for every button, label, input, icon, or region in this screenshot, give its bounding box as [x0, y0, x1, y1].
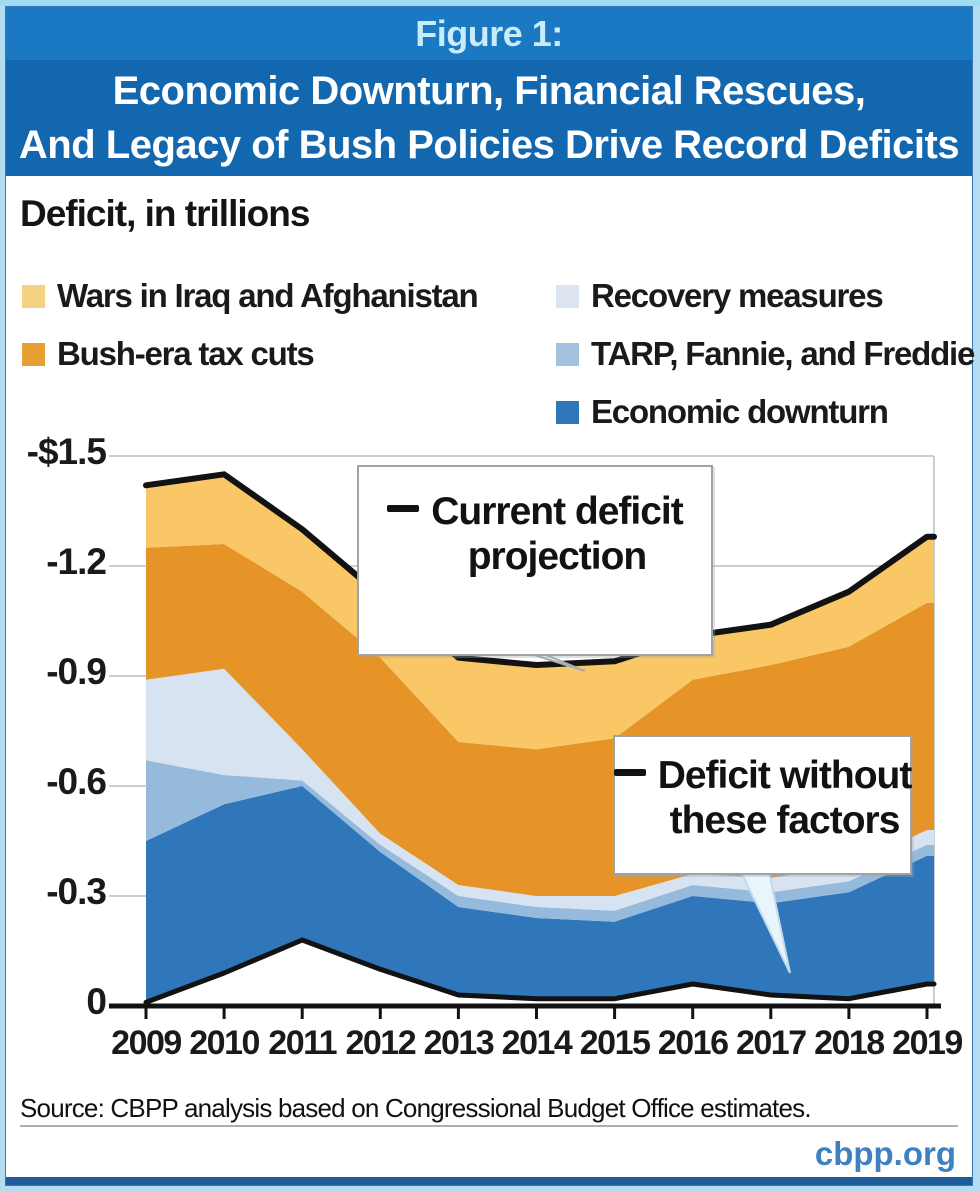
- line-sample-icon: [613, 769, 646, 776]
- callout-current-deficit: Current deficit projection: [357, 465, 713, 656]
- downturn-swatch-icon: [556, 400, 579, 424]
- x-tick-label: 2014: [501, 1024, 573, 1062]
- x-tick-label: 2013: [423, 1024, 495, 1062]
- title-band: Economic Downturn, Financial Rescues, An…: [6, 60, 972, 176]
- figure-panel: Figure 1: Economic Downturn, Financial R…: [5, 6, 975, 1186]
- tax-cuts-swatch-icon: [22, 342, 45, 366]
- x-tick-label: 2010: [189, 1024, 260, 1062]
- source-note: Source: CBPP analysis based on Congressi…: [20, 1093, 812, 1123]
- legend-item-wars: Wars in Iraq and Afghanistan: [22, 277, 479, 315]
- deficit-lines: [143, 471, 937, 1005]
- wars-swatch-icon: [22, 284, 45, 308]
- bottom-navy-bar: [6, 1177, 972, 1185]
- line-sample-icon: [387, 505, 420, 512]
- y-tick-label: -$1.5: [26, 430, 107, 472]
- y-tick-label: -0.6: [46, 760, 107, 802]
- x-tick-label: 2016: [657, 1024, 729, 1062]
- y-tick-label: -0.3: [46, 870, 107, 912]
- legend-item-recovery: Recovery measures: [556, 277, 884, 315]
- tarp-swatch-icon: [556, 342, 579, 366]
- x-tick-label: 2011: [268, 1024, 337, 1062]
- y-tick-label: -1.2: [46, 540, 107, 582]
- x-axis: [109, 1003, 941, 1019]
- callout-without-line2: these factors: [669, 799, 901, 843]
- legend-label: Bush-era tax cuts: [57, 335, 315, 372]
- callout-deficit-without: Deficit without these factors: [613, 735, 912, 875]
- recovery-swatch-icon: [556, 284, 579, 308]
- legend-label: Wars in Iraq and Afghanistan: [57, 277, 479, 314]
- chart-title-line2: And Legacy of Bush Policies Drive Record…: [18, 123, 960, 167]
- legend-label: TARP, Fannie, and Freddie: [591, 335, 975, 372]
- y-tick-label: -0.9: [46, 650, 107, 692]
- y-tick-label: 0: [86, 981, 107, 1022]
- figure-label: Figure 1:: [415, 12, 563, 54]
- legend-item-downturn: Economic downturn: [556, 393, 889, 431]
- legend-label: Economic downturn: [591, 393, 889, 430]
- chart-title-line1: Economic Downturn, Financial Rescues,: [112, 68, 866, 113]
- callout-current-text: Current deficit projection: [431, 489, 684, 579]
- x-tick-label: 2015: [579, 1024, 651, 1062]
- outer-frame-top: [0, 0, 980, 6]
- cbpp-org-link[interactable]: cbpp.org: [814, 1135, 956, 1172]
- callout-without-line1: Deficit without: [657, 754, 913, 797]
- legend-item-tarp: TARP, Fannie, and Freddie: [556, 335, 975, 373]
- chart-heading: Deficit, in trillions: [20, 193, 310, 234]
- x-tick-label: 2012: [345, 1024, 416, 1062]
- footer-divider: [20, 1125, 958, 1127]
- x-tick-label: 2019: [892, 1024, 963, 1062]
- x-tick-label: 2009: [111, 1024, 182, 1062]
- callout-current-line2: projection: [467, 535, 648, 579]
- callout-current-line1: Current deficit: [431, 490, 684, 533]
- legend-label: Recovery measures: [591, 277, 884, 314]
- figure-label-band: Figure 1:: [6, 7, 972, 60]
- legend-item-tax-cuts: Bush-era tax cuts: [22, 335, 315, 373]
- x-tick-label: 2018: [814, 1024, 885, 1062]
- callout-without-text: Deficit without these factors: [657, 753, 913, 843]
- x-tick-label: 2017: [735, 1024, 807, 1062]
